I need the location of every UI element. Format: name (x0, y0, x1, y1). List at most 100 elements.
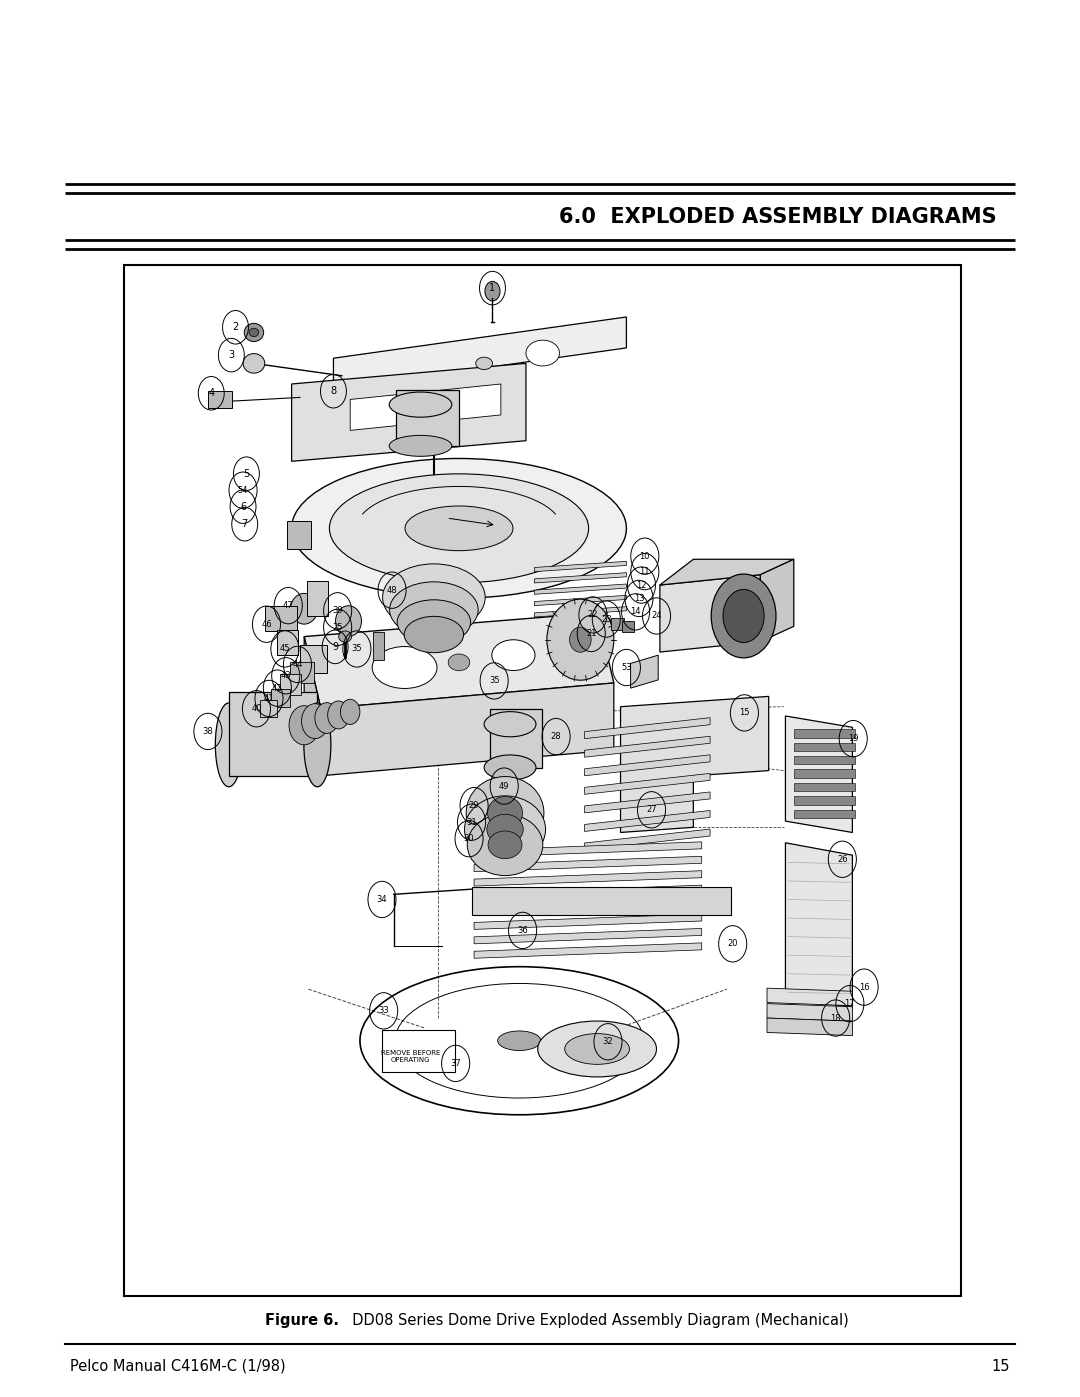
Text: 15: 15 (739, 708, 750, 718)
Bar (382, 1030, 456, 1071)
Ellipse shape (244, 323, 264, 341)
Text: 7: 7 (242, 520, 247, 529)
Bar (289, 662, 313, 683)
Polygon shape (474, 886, 702, 901)
Text: 25: 25 (333, 623, 342, 631)
Polygon shape (584, 718, 711, 739)
Polygon shape (535, 562, 626, 571)
Bar (794, 810, 855, 819)
Bar (265, 606, 297, 631)
Bar (207, 391, 231, 408)
Polygon shape (474, 870, 702, 886)
Text: 39: 39 (333, 606, 343, 615)
Text: 42: 42 (272, 683, 283, 693)
Ellipse shape (289, 705, 320, 745)
Polygon shape (535, 606, 626, 617)
Polygon shape (292, 363, 526, 461)
Text: 15: 15 (991, 1359, 1010, 1373)
Polygon shape (760, 559, 794, 641)
Bar (300, 645, 327, 673)
Bar (307, 581, 328, 616)
Bar (490, 708, 542, 767)
Polygon shape (584, 792, 711, 813)
Ellipse shape (464, 796, 545, 863)
Ellipse shape (448, 654, 470, 671)
Ellipse shape (327, 701, 349, 729)
Ellipse shape (546, 599, 613, 680)
Text: 37: 37 (450, 1059, 461, 1067)
Bar (373, 633, 383, 661)
Text: 28: 28 (551, 732, 562, 740)
Text: 45: 45 (280, 644, 291, 654)
Text: 40: 40 (252, 704, 261, 714)
Text: 3: 3 (228, 351, 234, 360)
Ellipse shape (329, 474, 589, 583)
Text: 32: 32 (603, 1037, 613, 1046)
Text: 26: 26 (837, 855, 848, 863)
Polygon shape (535, 584, 626, 594)
Polygon shape (350, 384, 501, 430)
Text: 2: 2 (232, 323, 239, 332)
Ellipse shape (249, 328, 259, 337)
Text: 9: 9 (332, 641, 338, 652)
Text: 54: 54 (238, 486, 248, 495)
Ellipse shape (373, 647, 437, 689)
Text: 16: 16 (859, 982, 869, 992)
Text: DD08 Series Dome Drive Exploded Assembly Diagram (Mechanical): DD08 Series Dome Drive Exploded Assembly… (343, 1313, 849, 1327)
Polygon shape (631, 655, 658, 689)
Polygon shape (334, 317, 626, 390)
Bar (280, 675, 301, 696)
Ellipse shape (382, 564, 485, 631)
Ellipse shape (405, 506, 513, 550)
Polygon shape (474, 914, 702, 929)
Polygon shape (535, 573, 626, 583)
Polygon shape (621, 696, 769, 833)
Text: 31: 31 (467, 817, 477, 827)
Bar (229, 692, 318, 775)
Bar (794, 770, 855, 778)
Ellipse shape (468, 814, 543, 876)
Ellipse shape (397, 599, 471, 644)
Polygon shape (660, 559, 794, 585)
Text: 41: 41 (264, 694, 274, 703)
Circle shape (485, 281, 500, 300)
Ellipse shape (340, 700, 360, 725)
Polygon shape (584, 754, 711, 775)
Ellipse shape (484, 711, 536, 736)
Text: 4: 4 (208, 388, 214, 398)
Ellipse shape (712, 574, 775, 658)
Text: 6: 6 (240, 502, 246, 511)
Text: 44: 44 (293, 659, 302, 669)
Ellipse shape (491, 640, 535, 671)
Bar (472, 887, 731, 915)
Polygon shape (767, 1018, 852, 1035)
Text: 18: 18 (831, 1014, 841, 1023)
Polygon shape (305, 613, 613, 708)
Polygon shape (474, 900, 702, 915)
Ellipse shape (291, 594, 318, 624)
Bar (794, 743, 855, 752)
Ellipse shape (467, 777, 544, 849)
Text: 29: 29 (469, 800, 480, 810)
Bar (794, 796, 855, 805)
Text: 24: 24 (651, 612, 662, 620)
Bar (276, 630, 298, 655)
Text: 12: 12 (636, 581, 647, 590)
Text: 49: 49 (499, 781, 510, 791)
Ellipse shape (415, 479, 453, 496)
Text: 30: 30 (463, 834, 474, 844)
Text: 27: 27 (646, 805, 657, 814)
Text: 14: 14 (631, 608, 640, 616)
Ellipse shape (724, 590, 765, 643)
Ellipse shape (526, 341, 559, 366)
Bar (794, 782, 855, 791)
Text: 11: 11 (639, 567, 650, 576)
Polygon shape (535, 595, 626, 606)
Ellipse shape (339, 631, 352, 643)
Polygon shape (474, 929, 702, 944)
Ellipse shape (488, 831, 522, 859)
Ellipse shape (497, 782, 529, 807)
Text: Figure 6.: Figure 6. (265, 1313, 339, 1327)
Ellipse shape (390, 581, 478, 637)
Text: 36: 36 (517, 926, 528, 935)
